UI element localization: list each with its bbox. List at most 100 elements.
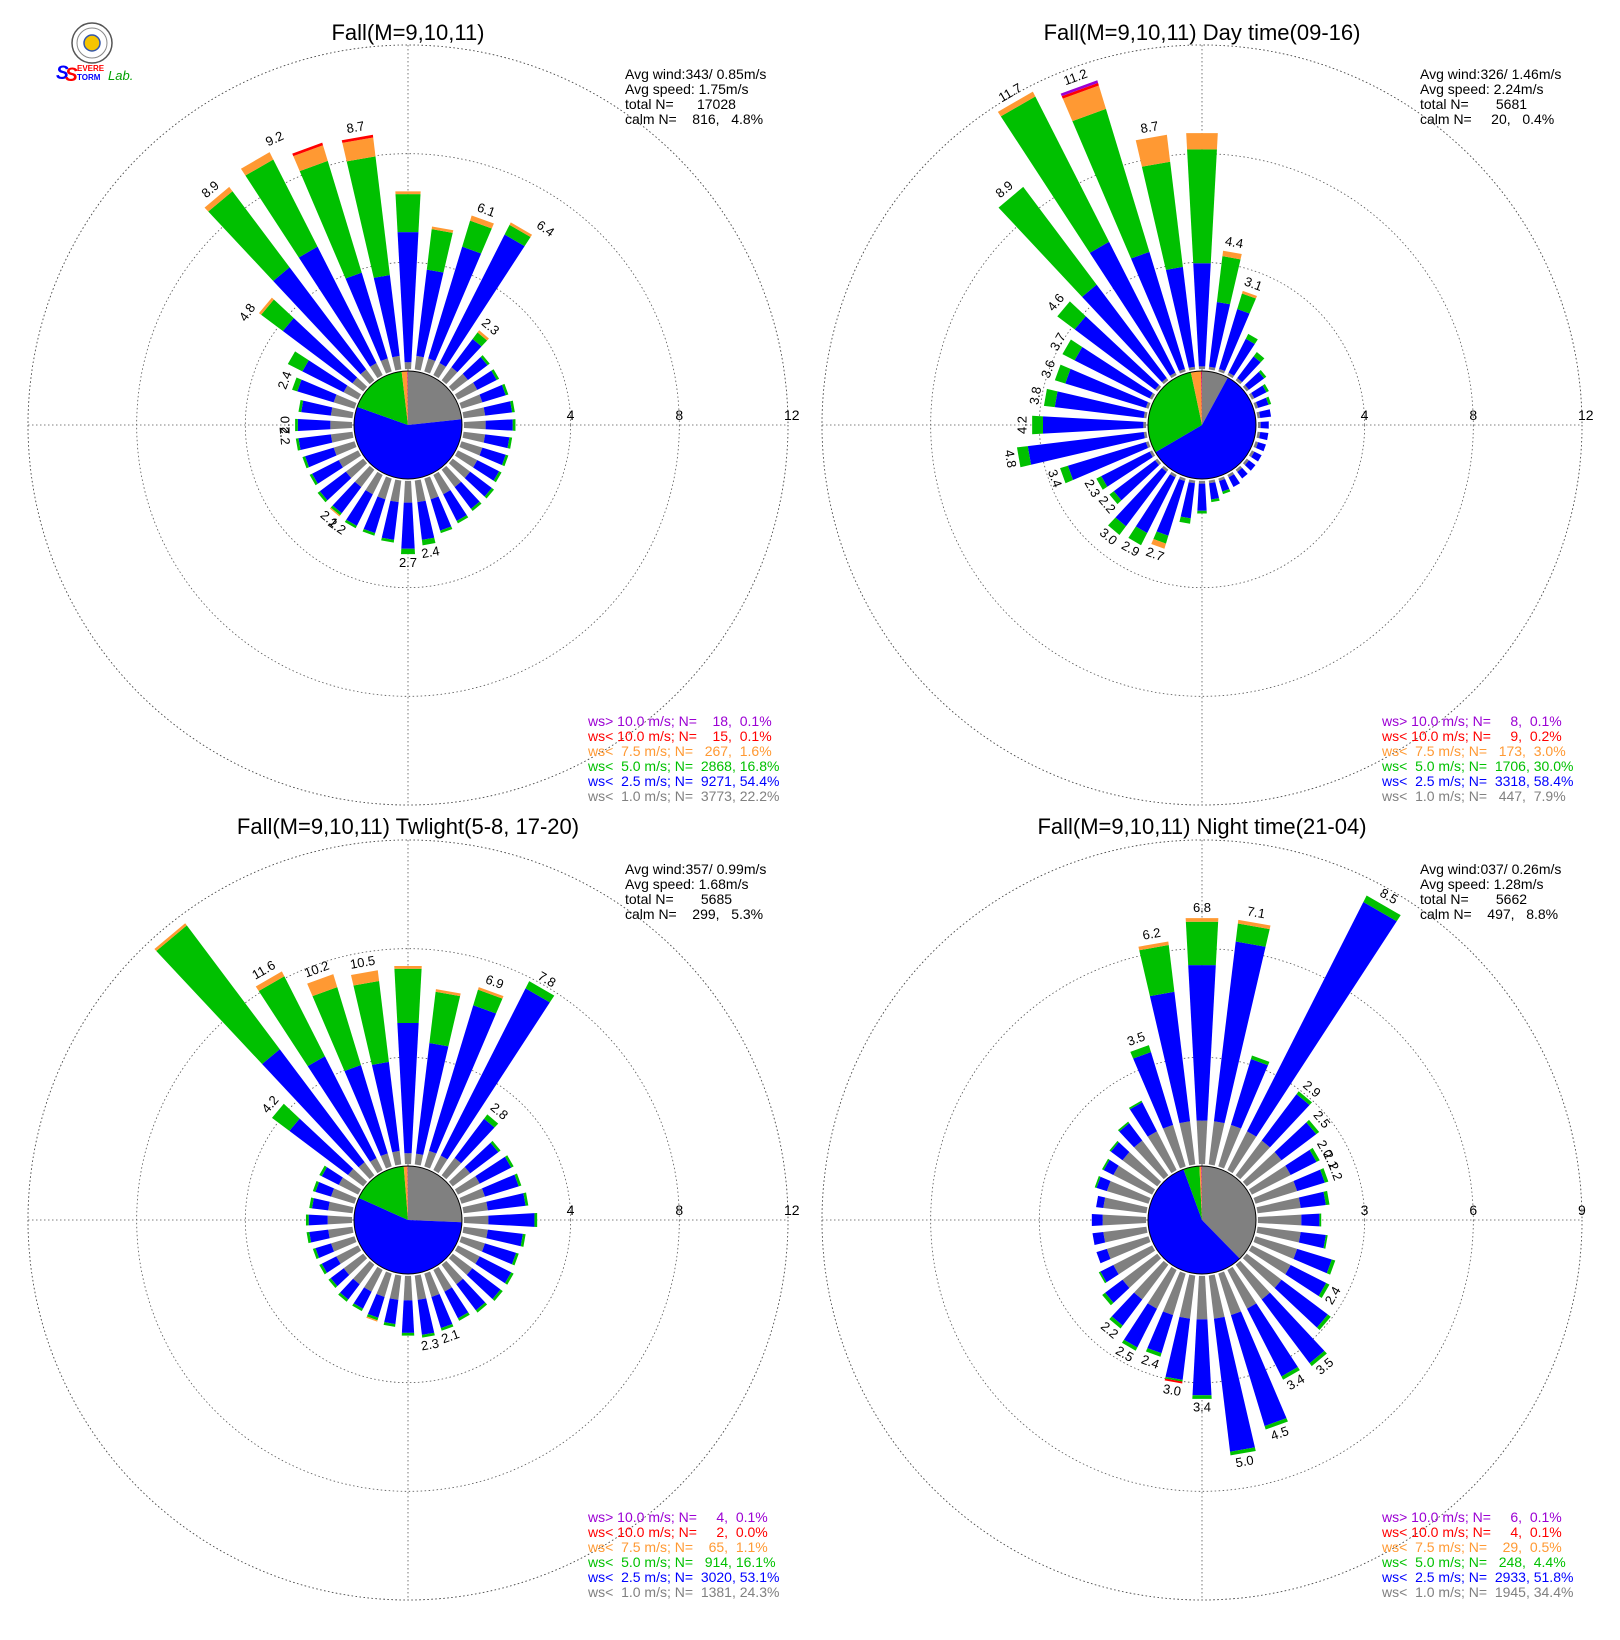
bar-segment	[435, 989, 461, 997]
bar-segment	[298, 399, 304, 413]
bar-segment	[1098, 1271, 1107, 1284]
bar-segment	[1092, 1231, 1106, 1246]
legend-entry: ws< 1.0 m/s; N= 447, 7.9%	[1381, 788, 1566, 804]
bar-segment	[353, 981, 389, 1065]
legend-entry: ws< 5.0 m/s; N= 1706, 30.0%	[1381, 758, 1573, 774]
bar-segment	[363, 496, 386, 534]
bar-segment	[426, 229, 453, 273]
bar-segment	[1298, 1231, 1326, 1249]
bar-segment	[1188, 366, 1196, 371]
legend-entry: ws> 10.0 m/s; N= 18, 0.1%	[587, 713, 772, 729]
bar-segment	[333, 394, 357, 409]
bar-segment	[414, 1153, 424, 1166]
bar-segment	[1242, 458, 1249, 466]
legend-entry: ws> 10.0 m/s; N= 4, 0.1%	[587, 1509, 768, 1525]
bar-segment	[1113, 1245, 1156, 1275]
bar-segment	[305, 1214, 309, 1226]
bar-segment	[1326, 1259, 1336, 1275]
bar-segment	[1245, 333, 1258, 344]
bar-segment	[1149, 991, 1191, 1124]
bar-segment	[429, 991, 461, 1047]
bar-value-label: 3.4	[1045, 467, 1065, 489]
stats-line: Avg wind:326/ 1.46m/s	[1420, 66, 1561, 82]
bar-segment	[1065, 368, 1148, 408]
bar-segment	[488, 1213, 535, 1227]
bar-segment	[1060, 80, 1099, 97]
bar-segment	[384, 1298, 399, 1325]
bar-segment	[1129, 1102, 1157, 1137]
bar-segment	[1219, 479, 1230, 492]
bar-segment	[1179, 1121, 1196, 1166]
bar-segment	[416, 1043, 449, 1155]
center-pie-slice	[408, 1166, 463, 1223]
bar-segment	[282, 318, 358, 384]
bar-segment	[1101, 451, 1153, 487]
bar-segment	[431, 1293, 453, 1329]
bar-segment	[317, 491, 328, 503]
bar-segment	[512, 419, 516, 431]
bar-segment	[484, 1114, 499, 1128]
bar-segment	[1096, 1195, 1106, 1209]
bar-segment	[1264, 1418, 1288, 1430]
bar-value-label: 3.5	[1125, 1029, 1147, 1049]
bar-segment	[424, 1271, 440, 1297]
bar-segment	[1198, 366, 1206, 370]
bar-segment	[271, 1103, 300, 1131]
bar-segment	[1074, 346, 1153, 399]
center-pie-slice	[354, 406, 462, 479]
legend-entry: ws< 5.0 m/s; N= 248, 4.4%	[1381, 1554, 1566, 1570]
bar-segment	[1261, 1094, 1310, 1148]
bar-segment	[1319, 1213, 1322, 1227]
bar-value-label: 9.2	[263, 128, 286, 149]
bar-segment	[1179, 516, 1191, 524]
bar-segment	[463, 1215, 489, 1225]
bar-segment	[287, 351, 309, 372]
bar-segment	[380, 358, 392, 374]
legend-entry: ws< 2.5 m/s; N= 3020, 53.1%	[587, 1569, 779, 1585]
bar-segment	[431, 226, 454, 233]
bar-segment	[1259, 432, 1269, 441]
legend-entry: ws< 1.0 m/s; N= 1381, 24.3%	[587, 1584, 779, 1600]
bar-segment	[309, 473, 318, 486]
bar-segment	[1134, 1140, 1169, 1180]
bar-segment	[1248, 1245, 1291, 1275]
bar-segment	[373, 275, 400, 358]
bar-segment	[504, 224, 531, 247]
center-pie-slice	[1148, 372, 1202, 453]
bar-segment	[353, 1287, 372, 1309]
bar-segment	[1134, 1260, 1169, 1300]
bar-segment	[1296, 1091, 1313, 1106]
bar-segment	[430, 496, 452, 531]
bar-segment	[480, 355, 490, 366]
bar-segment	[1169, 471, 1177, 478]
bar-segment	[348, 1168, 368, 1187]
bar-segment	[440, 988, 550, 1160]
bar-segment	[1363, 895, 1401, 922]
bar-segment	[330, 1268, 350, 1287]
bar-value-label: 2.7	[399, 555, 417, 570]
bar-segment	[1285, 1265, 1327, 1297]
bar-segment	[1169, 372, 1177, 379]
bar-segment	[523, 1192, 529, 1206]
bar-segment	[448, 1253, 473, 1275]
bar-segment	[1178, 368, 1186, 374]
bar-segment	[1235, 1260, 1270, 1300]
wind-rose-panel-2: 4 8 1211.711.28.98.74.43.14.63.73.63.84.24…	[821, 20, 1594, 806]
bar-segment	[514, 1173, 522, 1187]
stats-line: Avg speed: 2.24m/s	[1420, 81, 1543, 97]
bar-segment	[330, 420, 353, 430]
bar-segment	[273, 267, 367, 375]
bar-segment	[328, 1226, 354, 1239]
bar-segment	[1161, 465, 1169, 472]
bar-segment	[1209, 482, 1220, 500]
bar-segment	[493, 471, 502, 483]
bar-segment	[404, 362, 412, 370]
bar-segment	[462, 1201, 488, 1214]
bar-segment	[370, 362, 383, 379]
bar-segment	[299, 160, 362, 279]
bar-segment	[501, 454, 509, 467]
bar-segment	[353, 1260, 375, 1285]
bar-segment	[1179, 1274, 1196, 1319]
bar-segment	[424, 1150, 437, 1169]
bar-segment	[262, 1049, 365, 1168]
